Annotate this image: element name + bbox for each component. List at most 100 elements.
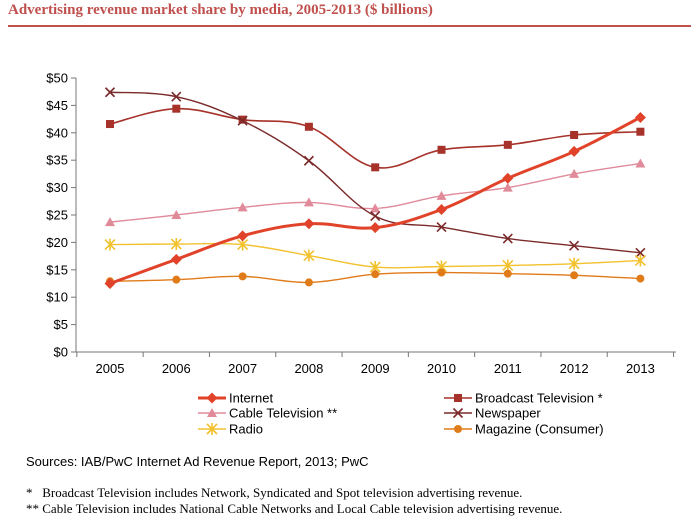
data-point-cable-television <box>436 190 447 200</box>
data-point-internet <box>436 204 447 216</box>
legend-label: Newspaper <box>475 406 541 421</box>
x-tick-label: 2006 <box>162 361 191 376</box>
series-newspaper <box>104 87 646 258</box>
series-internet <box>104 111 646 289</box>
series-line-cable-television <box>109 162 641 223</box>
legend-marker <box>454 425 462 433</box>
data-point-magazine-consumer <box>437 268 446 277</box>
data-point-cable-television <box>502 182 513 192</box>
data-point-magazine-consumer <box>636 274 645 283</box>
data-point-internet <box>502 172 514 184</box>
source-note: Sources: IAB/PwC Internet Ad Revenue Rep… <box>26 454 369 469</box>
data-point-cable-television <box>569 168 580 178</box>
legend-item-broadcast-television: Broadcast Television * <box>444 391 603 406</box>
y-tick-label: $10 <box>46 290 68 305</box>
data-point-magazine-consumer <box>172 275 181 284</box>
legend: Internet Broadcast Television * Cable Tele… <box>198 391 604 437</box>
data-point-newspaper <box>370 211 381 222</box>
data-point-magazine-consumer <box>238 272 247 281</box>
legend-label: Internet <box>229 391 273 406</box>
x-tick-label: 2012 <box>560 361 589 376</box>
y-tick-label: $0 <box>54 345 68 360</box>
x-tick-label: 2008 <box>294 361 323 376</box>
data-point-cable-television <box>303 197 314 207</box>
legend-item-internet: Internet <box>198 391 273 406</box>
y-tick-label: $30 <box>46 180 68 195</box>
data-point-magazine-consumer <box>503 269 512 278</box>
legend-item-cable-television: Cable Television ** <box>198 406 337 421</box>
y-tick-label: $45 <box>46 98 68 113</box>
data-point-broadcast-television <box>172 104 181 113</box>
legend-item-newspaper: Newspaper <box>444 406 541 421</box>
legend-label: Cable Television ** <box>229 406 337 421</box>
data-point-cable-television <box>237 202 248 212</box>
data-point-broadcast-television <box>503 140 512 149</box>
data-point-magazine-consumer <box>304 278 313 287</box>
y-tick-label: $20 <box>46 235 68 250</box>
x-tick-label: 2007 <box>228 361 257 376</box>
data-point-newspaper <box>635 247 646 258</box>
data-point-radio <box>303 249 315 262</box>
title-underline <box>8 25 691 27</box>
legend-marker <box>454 394 462 402</box>
legend-marker <box>206 423 218 435</box>
series-line-internet <box>109 116 642 285</box>
legend-marker <box>452 407 464 419</box>
data-point-magazine-consumer <box>570 271 579 280</box>
line-chart: $0 $5 $10 $15 $20 $25 $30 $35 $40 $45 $50 2005 2006 2… <box>46 71 676 437</box>
data-point-cable-television <box>171 210 182 219</box>
data-point-magazine-consumer <box>371 270 380 279</box>
series-line-broadcast-television <box>109 107 641 169</box>
data-point-broadcast-television <box>371 163 380 172</box>
data-point-broadcast-television <box>636 127 645 136</box>
data-point-cable-television <box>635 158 646 168</box>
data-point-broadcast-television <box>106 120 114 129</box>
data-point-newspaper <box>237 115 248 126</box>
series-broadcast-television <box>106 104 645 172</box>
data-point-internet <box>104 278 116 289</box>
chart-title: Advertising revenue market share by medi… <box>8 2 433 18</box>
data-point-radio <box>170 238 182 251</box>
data-point-radio <box>502 259 514 272</box>
data-point-newspaper <box>569 240 580 251</box>
y-tick-label: $15 <box>46 262 68 277</box>
data-point-cable-television <box>105 217 115 227</box>
data-point-broadcast-television <box>437 145 446 154</box>
data-point-broadcast-television <box>304 122 313 131</box>
data-point-newspaper <box>502 233 513 244</box>
legend-item-magazine-consumer: Magazine (Consumer) <box>444 422 604 437</box>
data-point-newspaper <box>303 155 314 166</box>
x-tick-label: 2013 <box>626 361 655 376</box>
series-magazine-consumer <box>106 268 645 287</box>
legend-marker <box>206 392 218 404</box>
legend-label: Magazine (Consumer) <box>475 422 604 437</box>
data-point-newspaper <box>436 221 447 233</box>
x-tick-label: 2011 <box>494 361 522 376</box>
axes: $0 $5 $10 $15 $20 $25 $30 $35 $40 $45 $50 2005 2006 2… <box>46 71 676 376</box>
data-point-radio <box>104 238 116 251</box>
y-tick-label: $35 <box>46 153 68 168</box>
data-point-internet <box>170 253 182 265</box>
legend-marker <box>207 408 217 417</box>
data-point-newspaper <box>104 87 116 98</box>
y-tick-label: $40 <box>46 125 68 140</box>
legend-label: Radio <box>229 422 263 437</box>
data-point-radio <box>568 257 580 270</box>
footnote-cable: ** Cable Television includes National Ca… <box>26 501 563 516</box>
legend-label: Broadcast Television * <box>475 391 603 406</box>
y-tick-label: $50 <box>46 71 68 86</box>
y-tick-label: $25 <box>46 208 68 223</box>
series-layer <box>104 87 646 289</box>
footnote-broadcast: * Broadcast Television includes Network,… <box>26 485 523 500</box>
data-point-internet <box>634 111 646 123</box>
series-cable-television <box>105 158 646 227</box>
data-point-radio <box>634 254 646 267</box>
data-point-cable-television <box>370 203 381 213</box>
x-tick-label: 2005 <box>96 361 125 376</box>
data-point-internet <box>303 218 315 230</box>
data-point-broadcast-television <box>570 130 579 139</box>
data-point-internet <box>369 222 381 234</box>
y-tick-label: $5 <box>54 317 68 332</box>
data-point-internet <box>237 230 249 242</box>
data-point-newspaper <box>171 91 182 102</box>
